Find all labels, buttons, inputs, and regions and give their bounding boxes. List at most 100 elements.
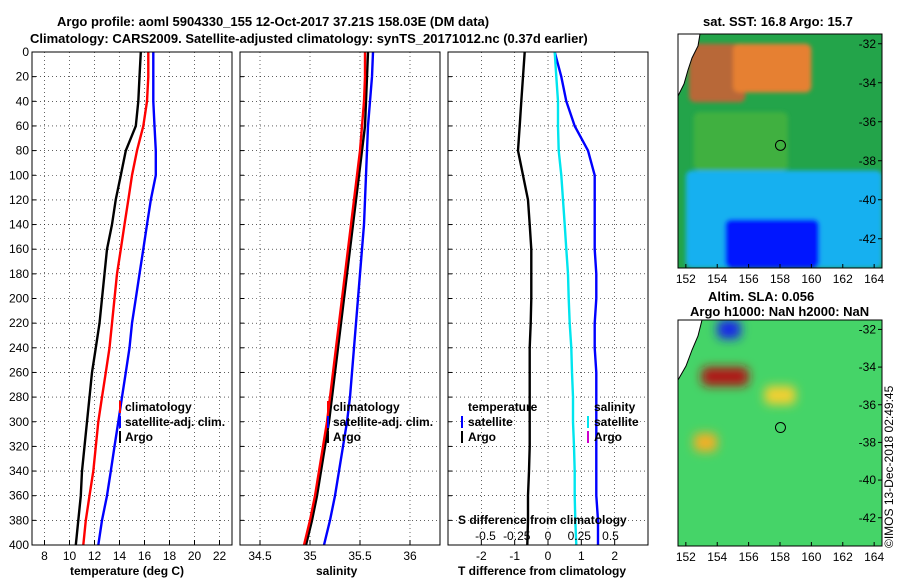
depth-tick-label: 240	[9, 341, 29, 355]
legend-argo: Argo	[125, 430, 153, 444]
temperature-xtick-label: 20	[188, 549, 202, 563]
map-lat-tick-label: -42	[859, 511, 877, 525]
salinity-xtick-label: 35	[303, 549, 317, 563]
map-lon-tick-label: 156	[739, 272, 759, 286]
map-lon-tick-label: 154	[707, 550, 727, 564]
sst-regions	[685, 43, 882, 268]
depth-tick-label: 300	[9, 415, 29, 429]
difference-xtick-label: -1	[509, 549, 520, 563]
temperature-xtick-label: 16	[138, 549, 152, 563]
map-lon-tick-label: 152	[676, 550, 696, 564]
map-lon-tick-label: 164	[864, 272, 884, 286]
temperature-series-satellite-adj-clim-	[97, 52, 158, 546]
salinity-xtick-label: 35.5	[348, 549, 372, 563]
map-region-warm	[732, 43, 812, 93]
difference-series-t-satellite	[553, 51, 600, 545]
sst-argo-marker	[774, 139, 786, 151]
depth-tick-label: 160	[9, 242, 29, 256]
sst-lon-ticks: 152 154 156 158 160 162 164	[676, 264, 884, 286]
map-lat-tick-label: -36	[859, 398, 877, 412]
temperature-frame	[31, 51, 233, 546]
sla-regions	[693, 320, 796, 452]
difference-panel: -2 -1 0 1 2 -0.5 -0.25 0 0.25 0.5 S difference f…	[447, 51, 649, 578]
map-region-raised	[764, 385, 796, 405]
sla-land	[678, 320, 702, 380]
temperature-xtick-label: 8	[41, 549, 48, 563]
depth-tick-label: 0	[22, 45, 29, 59]
map-lat-tick-label: -36	[859, 115, 877, 129]
map-region-raised	[693, 433, 718, 452]
legend-s-argo: Argo	[594, 430, 622, 444]
legend-t-satellite: satellite	[468, 415, 513, 429]
sla-argo-marker	[774, 422, 786, 434]
map-lat-tick-label: -40	[859, 193, 877, 207]
temperature-xtick-label: 10	[63, 549, 77, 563]
depth-tick-label: 320	[9, 439, 29, 453]
depth-tick-label: 360	[9, 489, 29, 503]
sla-map-title-2: Argo h1000: NaN h2000: NaN	[690, 304, 869, 319]
legend-argo: Argo	[333, 430, 361, 444]
sla-map: Altim. SLA: 0.056 Argo h1000: NaN h2000:…	[676, 289, 885, 564]
depth-tick-label: 400	[9, 538, 29, 552]
sla-lon-ticks: 152 154 156 158 160 162 164	[676, 542, 884, 564]
map-lon-tick-label: 158	[770, 272, 790, 286]
depth-tick-label: 80	[16, 144, 30, 158]
map-region-low	[717, 320, 741, 339]
difference-grid	[448, 51, 648, 546]
map-lon-tick-label: 158	[770, 550, 790, 564]
map-lon-tick-label: 156	[739, 550, 759, 564]
legend-climatology: climatology	[125, 400, 192, 414]
salinity-panel: 34.5 35 35.5 36 salinity climatology satell…	[239, 51, 441, 578]
legend-s-satellite: satellite	[594, 415, 639, 429]
temperature-panel: 8 10 12 14 16 18 20 22 0 20 40 60 80 100 120 140 160 180…	[9, 45, 233, 578]
salinity-x-ticks: 34.5 35 35.5 36	[248, 540, 417, 563]
sla-map-title-1: Altim. SLA: 0.056	[708, 289, 814, 304]
map-lat-tick-label: -32	[859, 322, 877, 336]
map-region-mild	[693, 112, 788, 171]
difference-xtick-label: 0	[545, 549, 552, 563]
difference-series-s-satellite	[553, 51, 578, 546]
temperature-xtick-label: 14	[113, 549, 127, 563]
salinity-xtick-label: 34.5	[248, 549, 272, 563]
sst-map-title: sat. SST: 16.8 Argo: 15.7	[703, 14, 853, 29]
depth-tick-label: 140	[9, 218, 29, 232]
map-region-hot	[688, 43, 746, 103]
salinity-xtick-label: 36	[403, 549, 417, 563]
difference-s-tick-label: 0	[545, 529, 552, 543]
depth-tick-label: 380	[9, 513, 29, 527]
imos-watermark: ©IMOS 13-Dec-2018 02:49:45	[882, 385, 896, 548]
map-lon-tick-label: 154	[707, 272, 727, 286]
temperature-series-climatology	[82, 52, 150, 546]
map-lat-tick-label: -34	[859, 360, 877, 374]
difference-s-tick-label: -0.25	[503, 529, 531, 543]
sla-lat-ticks: -32 -34 -36 -38 -40 -42	[859, 322, 882, 525]
legend-salinity-title: salinity	[594, 400, 636, 414]
map-lon-tick-label: 160	[801, 550, 821, 564]
difference-xtick-label: 2	[611, 549, 618, 563]
depth-tick-label: 60	[16, 119, 30, 133]
sla-coastline	[678, 320, 703, 381]
depth-tick-label: 100	[9, 168, 29, 182]
map-lat-tick-label: -38	[859, 154, 877, 168]
depth-tick-label: 220	[9, 316, 29, 330]
temperature-lines	[74, 51, 158, 546]
map-lon-tick-label: 152	[676, 272, 696, 286]
temperature-grid	[32, 51, 232, 546]
temperature-x-ticks: 8 10 12 14 16 18 20 22	[41, 540, 226, 563]
map-lat-tick-label: -38	[859, 435, 877, 449]
temperature-xtick-label: 22	[213, 549, 227, 563]
salinity-legend: climatology satellite-adj. clim. Argo	[327, 400, 433, 444]
salinity-series-climatology	[302, 52, 367, 546]
depth-tick-label: 40	[16, 94, 30, 108]
salinity-series-argo	[304, 51, 370, 546]
depth-tick-label: 120	[9, 193, 29, 207]
legend-satellite: satellite-adj. clim.	[125, 415, 225, 429]
map-lat-tick-label: -40	[859, 473, 877, 487]
depth-tick-label: 180	[9, 267, 29, 281]
salinity-lines	[302, 51, 375, 546]
difference-series-t-argo	[516, 51, 533, 546]
difference-legend: temperature satellite Argo salinity sate…	[461, 400, 639, 444]
salinity-xlabel: salinity	[316, 564, 358, 578]
legend-climatology: climatology	[333, 400, 400, 414]
